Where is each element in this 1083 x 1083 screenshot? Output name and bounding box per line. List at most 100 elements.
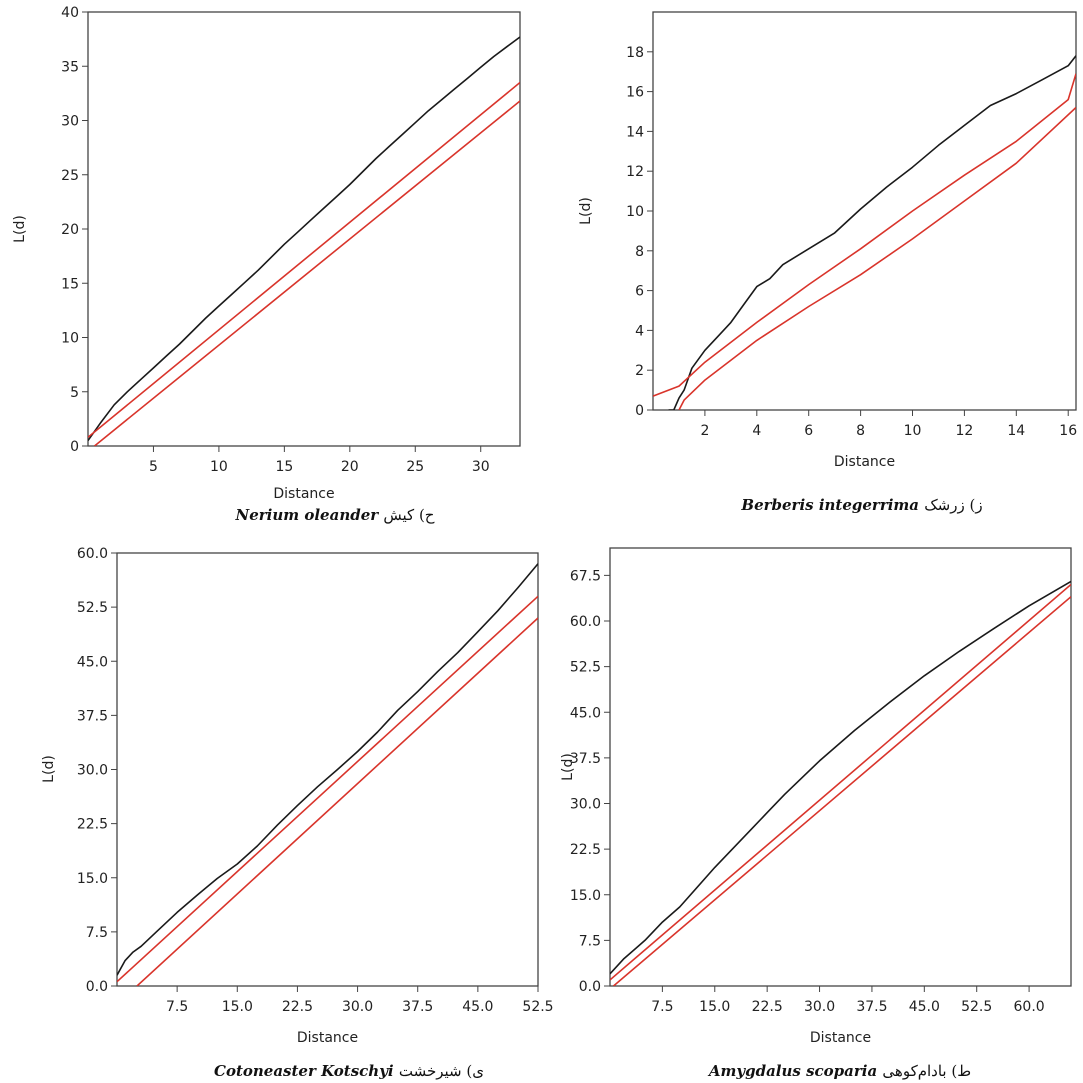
y-tick-label: 67.5 bbox=[570, 568, 601, 584]
y-tick-label: 30 bbox=[61, 114, 79, 130]
x-tick-label: 22.5 bbox=[752, 999, 783, 1015]
series-line-observed bbox=[117, 563, 538, 976]
y-tick-label: 30.0 bbox=[570, 797, 601, 813]
x-tick-label: 10 bbox=[210, 459, 228, 475]
y-tick-label: 52.5 bbox=[77, 600, 108, 616]
y-tick-label: 37.5 bbox=[570, 751, 601, 767]
y-tick-label: 0 bbox=[635, 403, 644, 419]
series-line-envelope-lower bbox=[612, 596, 1071, 986]
x-tick-label: 52.5 bbox=[522, 999, 553, 1015]
y-tick-label: 60.0 bbox=[570, 614, 601, 630]
chart-panel-4: 0.0 7.5 15.0 22.5 30.0 37.5 45.0 52.5 60.0 67.5 7.… bbox=[560, 547, 1072, 1080]
x-tick-label: 45.0 bbox=[462, 999, 493, 1015]
y-tick-label: 16 bbox=[626, 85, 644, 101]
x-tick-label: 5 bbox=[149, 459, 158, 475]
series-line-observed bbox=[668, 55, 1076, 410]
y-tick-label: 18 bbox=[626, 45, 644, 61]
y-tick-label: 15.0 bbox=[77, 871, 108, 887]
y-tick-label: 45.0 bbox=[77, 654, 108, 670]
y-tick-label: 2 bbox=[635, 363, 644, 379]
panel-caption: Berberis integerrima ز) زرشک bbox=[740, 496, 982, 514]
y-tick-label: 6 bbox=[635, 284, 644, 300]
x-axis-label: Distance bbox=[834, 454, 895, 470]
x-tick-label: 52.5 bbox=[961, 999, 992, 1015]
x-tick-label: 4 bbox=[752, 423, 761, 439]
x-tick-label: 7.5 bbox=[166, 999, 188, 1015]
x-tick-label: 7.5 bbox=[651, 999, 673, 1015]
x-tick-label: 37.5 bbox=[402, 999, 433, 1015]
plot-frame bbox=[116, 552, 539, 987]
panel-caption: Cotoneaster Kotschyi ی) شیرخشت bbox=[214, 1062, 484, 1080]
y-tick-label: 7.5 bbox=[86, 925, 108, 941]
x-tick-label: 6 bbox=[804, 423, 813, 439]
caption-species: Cotoneaster Kotschyi bbox=[214, 1062, 399, 1080]
x-tick-label: 12 bbox=[955, 423, 973, 439]
y-tick-label: 0.0 bbox=[86, 979, 108, 995]
series-line-envelope-upper bbox=[653, 73, 1076, 397]
caption-prefix: ط) بادام‌کوهی bbox=[882, 1062, 971, 1080]
x-tick-label: 30.0 bbox=[804, 999, 835, 1015]
x-tick-label: 45.0 bbox=[909, 999, 940, 1015]
x-tick-label: 16 bbox=[1059, 423, 1077, 439]
y-tick-label: 15 bbox=[61, 276, 79, 292]
series-line-envelope-lower bbox=[136, 617, 538, 986]
x-tick-label: 10 bbox=[904, 423, 922, 439]
y-tick-label: 14 bbox=[626, 124, 644, 140]
plot-frame bbox=[652, 11, 1077, 411]
x-tick-label: 30.0 bbox=[342, 999, 373, 1015]
panel-caption: Nerium oleander ح) کیش bbox=[235, 506, 435, 524]
x-tick-label: 37.5 bbox=[856, 999, 887, 1015]
y-tick-label: 45.0 bbox=[570, 705, 601, 721]
chart-panel-1: 0 5 10 15 20 25 30 35 40 5 10 15 20 25 30 Distance L(d) N… bbox=[12, 5, 521, 524]
chart-panel-2: 0 2 4 6 8 10 12 14 16 18 2 4 6 8 10 12 14 16 Distance L(d) B… bbox=[578, 11, 1077, 514]
y-tick-label: 30.0 bbox=[77, 763, 108, 779]
y-tick-label: 10 bbox=[61, 331, 79, 347]
caption-prefix: ز) زرشک bbox=[924, 496, 982, 514]
y-tick-label: 22.5 bbox=[570, 842, 601, 858]
caption-species: Amygdalus scoparia bbox=[707, 1062, 883, 1080]
y-tick-label: 0 bbox=[70, 439, 79, 455]
series-line-observed bbox=[610, 580, 1071, 975]
y-tick-label: 40 bbox=[61, 5, 79, 21]
caption-prefix: ح) کیش bbox=[383, 506, 434, 524]
plot-frame bbox=[87, 11, 521, 447]
x-axis-label: Distance bbox=[273, 486, 334, 502]
y-axis-label: L(d) bbox=[41, 755, 57, 783]
y-tick-label: 20 bbox=[61, 222, 79, 238]
panel-caption: Amygdalus scoparia ط) بادام‌کوهی bbox=[707, 1062, 971, 1080]
x-axis-label: Distance bbox=[810, 1030, 871, 1046]
series-line-envelope-upper bbox=[610, 583, 1071, 981]
series-line-observed bbox=[88, 36, 520, 442]
y-tick-label: 15.0 bbox=[570, 888, 601, 904]
y-tick-label: 8 bbox=[635, 244, 644, 260]
plot-frame bbox=[609, 547, 1072, 987]
x-tick-label: 15.0 bbox=[222, 999, 253, 1015]
chart-panel-3: 0.0 7.5 15.0 22.5 30.0 37.5 45.0 52.5 60.0 7.5 15.… bbox=[41, 546, 554, 1080]
y-axis-label: L(d) bbox=[578, 197, 594, 225]
caption-prefix: ی) شیرخشت bbox=[399, 1062, 484, 1080]
x-tick-label: 8 bbox=[856, 423, 865, 439]
y-tick-label: 25 bbox=[61, 168, 79, 184]
series-line-envelope-upper bbox=[117, 595, 538, 983]
y-tick-label: 10 bbox=[626, 204, 644, 220]
x-tick-label: 60.0 bbox=[1014, 999, 1045, 1015]
y-tick-label: 5 bbox=[70, 385, 79, 401]
x-tick-label: 20 bbox=[341, 459, 359, 475]
y-tick-label: 35 bbox=[61, 59, 79, 75]
series-line-envelope-lower bbox=[93, 100, 520, 446]
caption-species: Nerium oleander bbox=[235, 506, 384, 524]
x-tick-label: 15.0 bbox=[699, 999, 730, 1015]
x-tick-label: 14 bbox=[1007, 423, 1025, 439]
x-tick-label: 15 bbox=[275, 459, 293, 475]
y-tick-label: 7.5 bbox=[579, 933, 601, 949]
x-tick-label: 25 bbox=[406, 459, 424, 475]
y-tick-label: 12 bbox=[626, 164, 644, 180]
series-line-envelope-lower bbox=[678, 106, 1076, 410]
y-axis-label: L(d) bbox=[560, 753, 576, 781]
y-tick-label: 4 bbox=[635, 323, 644, 339]
x-tick-label: 2 bbox=[700, 423, 709, 439]
y-tick-label: 22.5 bbox=[77, 817, 108, 833]
y-tick-label: 0.0 bbox=[579, 979, 601, 995]
x-tick-label: 22.5 bbox=[282, 999, 313, 1015]
